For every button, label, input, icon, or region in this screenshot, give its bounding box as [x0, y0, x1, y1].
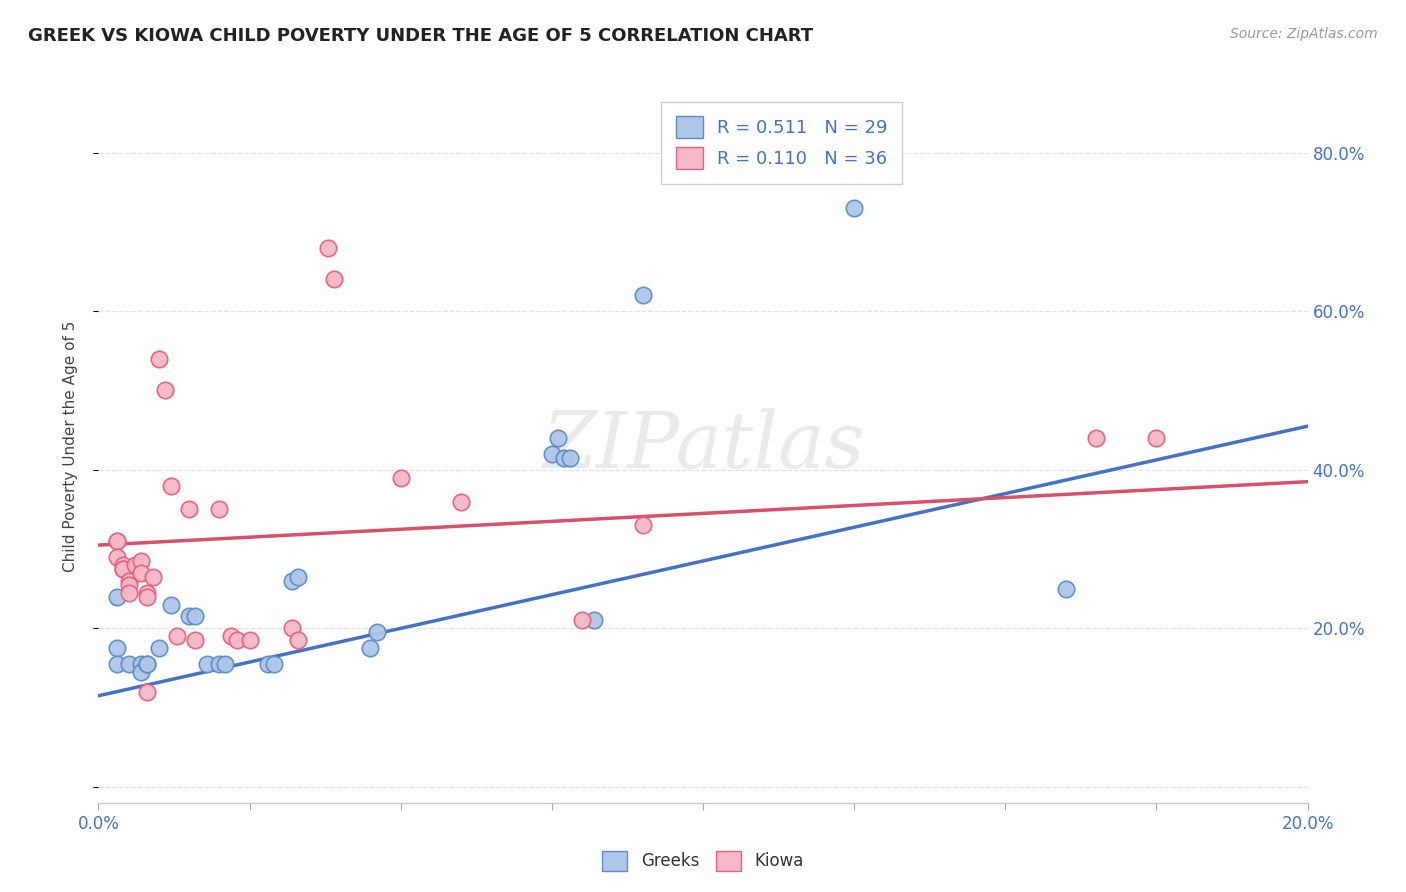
Point [179, 609, 201, 624]
Point [214, 657, 236, 671]
Point [184, 633, 207, 648]
Point [208, 502, 231, 516]
Point [118, 585, 141, 599]
Point [118, 657, 141, 671]
Point [281, 574, 304, 588]
Point [239, 633, 262, 648]
Point [450, 494, 472, 508]
Point [558, 450, 581, 465]
Point [179, 502, 201, 516]
Point [129, 665, 152, 679]
Point [195, 657, 218, 671]
Point [148, 351, 170, 366]
Point [226, 633, 249, 648]
Point [1054, 582, 1077, 596]
Point [129, 554, 152, 568]
Point [124, 558, 146, 572]
Text: GREEK VS KIOWA CHILD POVERTY UNDER THE AGE OF 5 CORRELATION CHART: GREEK VS KIOWA CHILD POVERTY UNDER THE A… [28, 27, 813, 45]
Point [540, 447, 562, 461]
Text: ZIPatlas: ZIPatlas [541, 408, 865, 484]
Point [360, 641, 382, 656]
Point [153, 384, 176, 398]
Point [105, 534, 128, 549]
Point [323, 272, 346, 286]
Point [287, 570, 309, 584]
Point [1144, 431, 1167, 445]
Point [281, 621, 304, 635]
Point [105, 657, 128, 671]
Point [129, 657, 152, 671]
Point [105, 590, 128, 604]
Point [105, 641, 128, 656]
Point [135, 590, 157, 604]
Point [366, 625, 388, 640]
Point [208, 657, 231, 671]
Point [111, 562, 134, 576]
Point [1085, 431, 1108, 445]
Point [105, 534, 128, 549]
Text: Source: ZipAtlas.com: Source: ZipAtlas.com [1230, 27, 1378, 41]
Point [160, 478, 183, 492]
Legend: R = 0.511   N = 29, R = 0.110   N = 36: R = 0.511 N = 29, R = 0.110 N = 36 [661, 102, 903, 184]
Point [631, 288, 654, 302]
Point [389, 471, 412, 485]
Y-axis label: Child Poverty Under the Age of 5: Child Poverty Under the Age of 5 [63, 320, 77, 572]
Point [160, 598, 183, 612]
Point [166, 629, 188, 643]
Point [263, 657, 285, 671]
Point [135, 585, 157, 599]
Point [111, 558, 134, 572]
Point [184, 609, 207, 624]
Point [135, 685, 157, 699]
Point [631, 518, 654, 533]
Point [142, 570, 165, 584]
Point [105, 549, 128, 564]
Point [129, 566, 152, 580]
Point [553, 450, 575, 465]
Point [221, 629, 243, 643]
Legend: Greeks, Kiowa: Greeks, Kiowa [595, 842, 811, 880]
Point [135, 657, 157, 671]
Point [571, 614, 593, 628]
Point [111, 562, 134, 576]
Point [844, 201, 866, 215]
Point [583, 614, 606, 628]
Point [287, 633, 309, 648]
Point [135, 657, 157, 671]
Point [547, 431, 569, 445]
Point [256, 657, 278, 671]
Point [118, 574, 141, 588]
Point [148, 641, 170, 656]
Point [316, 241, 339, 255]
Point [118, 578, 141, 592]
